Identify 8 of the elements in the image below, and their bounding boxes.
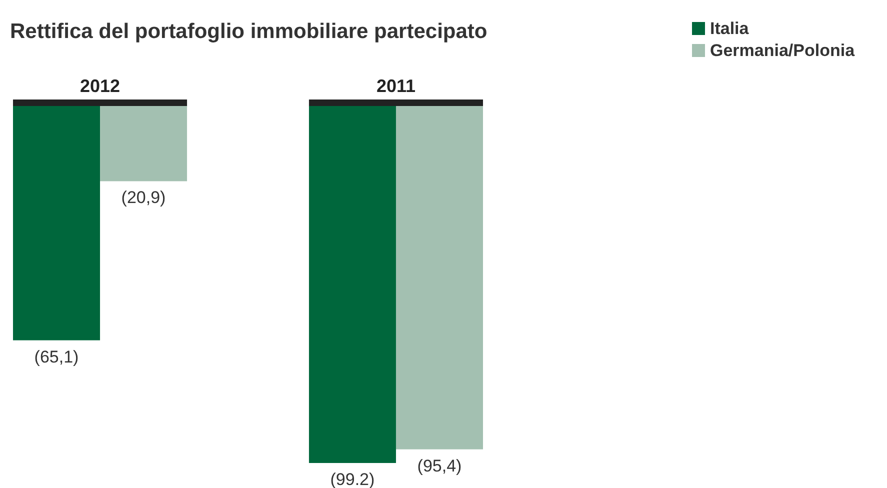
- legend-label: Italia: [710, 19, 750, 38]
- data-label: (65,1): [34, 347, 79, 366]
- legend-label: Germania/Polonia: [710, 41, 856, 60]
- chart-title: Rettifica del portafoglio immobiliare partecipato: [10, 20, 488, 43]
- data-label: (95,4): [417, 456, 462, 476]
- x-tick-label: 2012: [80, 76, 120, 96]
- data-label: (20,9): [121, 188, 166, 208]
- x-tick-label: 2011: [376, 76, 416, 96]
